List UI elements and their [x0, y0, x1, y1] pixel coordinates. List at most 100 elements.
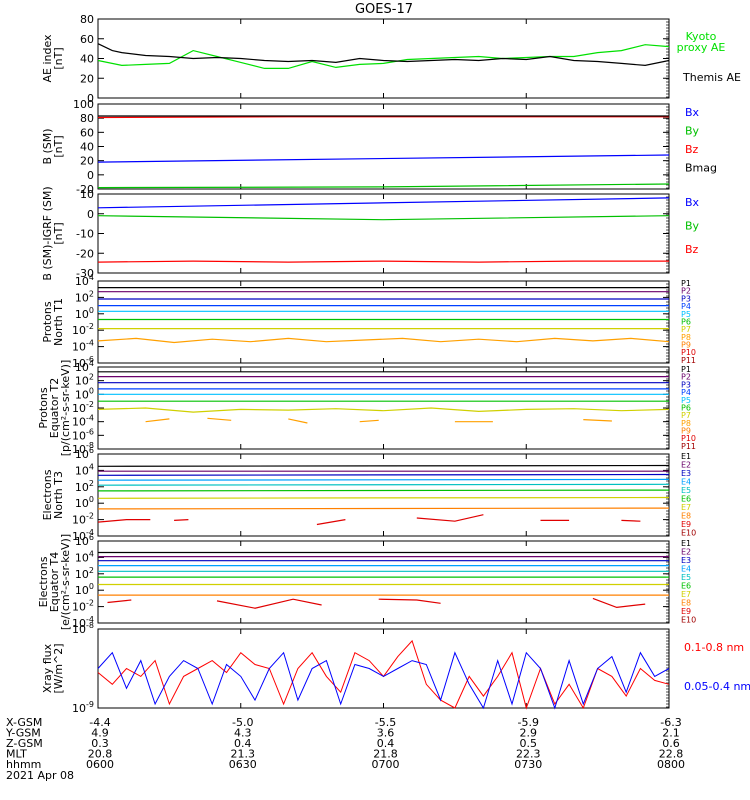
bigrf-minor-ticks [666, 196, 669, 273]
pe-series-p8-segment [359, 419, 379, 423]
x-axis-table: X-GSM -4.4 -5.0 -5.5 -5.9 -6.3 Y-GSM 4.9 4.3 3.6 2… [5, 716, 685, 782]
ee-legend-e6: E6 [681, 582, 691, 591]
pn-legend-p7: P7 [681, 325, 691, 334]
bsm-ytick-label: 0 [87, 169, 94, 182]
pe-legend-p11: P11 [681, 442, 696, 451]
en-series-e6 [97, 489, 670, 492]
pe-ylabel: ProtonsEquator T2[p/(cm²-s-sr-keV)] [37, 360, 72, 457]
bigrf-series-bx [97, 197, 670, 209]
en-series-e9-segment [316, 519, 346, 526]
en-series-e9-segment [621, 519, 641, 522]
en-series-e9-segment [97, 518, 151, 523]
xray-ytick-label: 10-9 [72, 700, 94, 715]
en-ylabel: ElectronsNorth T3 [41, 469, 65, 520]
ae-minor-ticks [666, 21, 669, 98]
pe-legend-p5: P5 [681, 396, 691, 405]
pe-series-p8-segment [145, 418, 170, 423]
bsm-ytick-label: 80 [80, 112, 94, 125]
bsm-legend: Bx By Bz Bmag [685, 106, 717, 175]
pn-legend-p8: P8 [681, 333, 691, 342]
xray-legend-short: 0.05-0.4 nm [684, 680, 750, 693]
bigrf-ytick-label: -20 [76, 247, 94, 260]
en-legend-e4: E4 [681, 478, 691, 487]
pn-ytick-label: 100 [75, 306, 94, 321]
xaxis-value: 0730 [514, 758, 542, 771]
ee-series [98, 551, 669, 609]
xaxis-value: -4.4 [89, 716, 110, 729]
ae-legend-themis-ae: Themis AE [682, 71, 741, 84]
pn-legend-p10: P10 [681, 348, 696, 357]
ee-ytick-label: 104 [75, 549, 94, 564]
xaxis-value: 0630 [229, 758, 257, 771]
ae-ytick-label: 0 [87, 92, 94, 105]
panel-pe: 10410210010-210-410-610-8ProtonsEquator … [37, 359, 696, 456]
en-legend-e2: E2 [681, 461, 691, 470]
ee-legend-e10: E10 [681, 616, 696, 625]
xaxis-value: 20.8 [88, 748, 113, 761]
en-ytick-label: 104 [75, 462, 94, 477]
xaxis-value: -5.0 [232, 716, 253, 729]
en-series-e9-segment [416, 514, 484, 522]
bigrf-series-bz [97, 260, 669, 263]
bsm-ytick-label: 100 [73, 98, 94, 111]
plot-title: GOES-17 [355, 2, 413, 17]
bigrf-legend-bx: Bx [685, 196, 700, 209]
pe-legend-p8: P8 [681, 419, 691, 428]
bigrf-ytick-label: 10 [80, 188, 94, 201]
en-series-e9-segment [174, 519, 189, 521]
ae-series [97, 43, 670, 70]
panel-xray: 10-8 10-9 Xray flux[W/m^2] 0.1-0.8 nm 0.05-0… [41, 621, 750, 715]
bsm-series-bx [97, 154, 670, 163]
pn-ytick-label: 10-2 [72, 322, 94, 337]
pn-series-p8 [97, 337, 670, 344]
bsm-legend-by: By [685, 125, 700, 138]
ae-ytick-label: 20 [80, 72, 94, 85]
xaxis-value: 0700 [372, 758, 400, 771]
pe-legend-p10: P10 [681, 434, 696, 443]
pe-legend-p4: P4 [681, 388, 691, 397]
ee-ytick-label: 102 [75, 566, 94, 581]
pe-legend-p6: P6 [681, 403, 691, 412]
bigrf-ylabel: B (SM)-IGRF (SM)[nT] [41, 186, 65, 280]
en-legend-e5: E5 [681, 486, 691, 495]
xaxis-row-label: X-GSM [6, 716, 42, 729]
ee-ytick-label: 10-4 [72, 615, 94, 630]
en-ytick-label: 10-2 [72, 512, 94, 527]
ee-legend-e4: E4 [681, 565, 691, 574]
en-series-e7 [97, 496, 670, 499]
en-series-e4 [97, 478, 670, 481]
xaxis-row-label: hhmm [6, 758, 41, 771]
ee-legend-e2: E2 [681, 548, 691, 557]
bsm-ytick-label: -20 [76, 183, 94, 196]
ee-series-e9-segment [592, 597, 646, 609]
pe-minor-ticks [666, 369, 669, 449]
bigrf-legend: Bx By Bz [685, 196, 700, 256]
en-legend-e7: E7 [681, 503, 691, 512]
pn-legend-p1: P1 [681, 279, 691, 288]
pe-legend-p9: P9 [681, 427, 691, 436]
en-ytick-label: 10-4 [72, 528, 94, 543]
pn-series [97, 287, 670, 344]
pe-series-p8-segment [583, 419, 612, 422]
xray-legend-long: 0.1-0.8 nm [684, 641, 744, 654]
pn-legend-p9: P9 [681, 341, 691, 350]
xaxis-row-label: Z-GSM [6, 737, 43, 750]
ae-ytick-label: 80 [80, 13, 94, 26]
ee-series-e9-segment [107, 599, 132, 604]
pn-legend-p6: P6 [681, 317, 691, 326]
pe-ytick-label: 10-4 [72, 414, 94, 429]
xaxis-value: 21.8 [373, 748, 398, 761]
ee-legend-e1: E1 [681, 539, 691, 548]
pn-legend-p4: P4 [681, 302, 691, 311]
xaxis-value: 0.6 [662, 737, 680, 750]
bigrf-ytick-label: -10 [76, 228, 94, 241]
en-legend-e8: E8 [681, 512, 691, 521]
xaxis-value: -6.3 [660, 716, 681, 729]
